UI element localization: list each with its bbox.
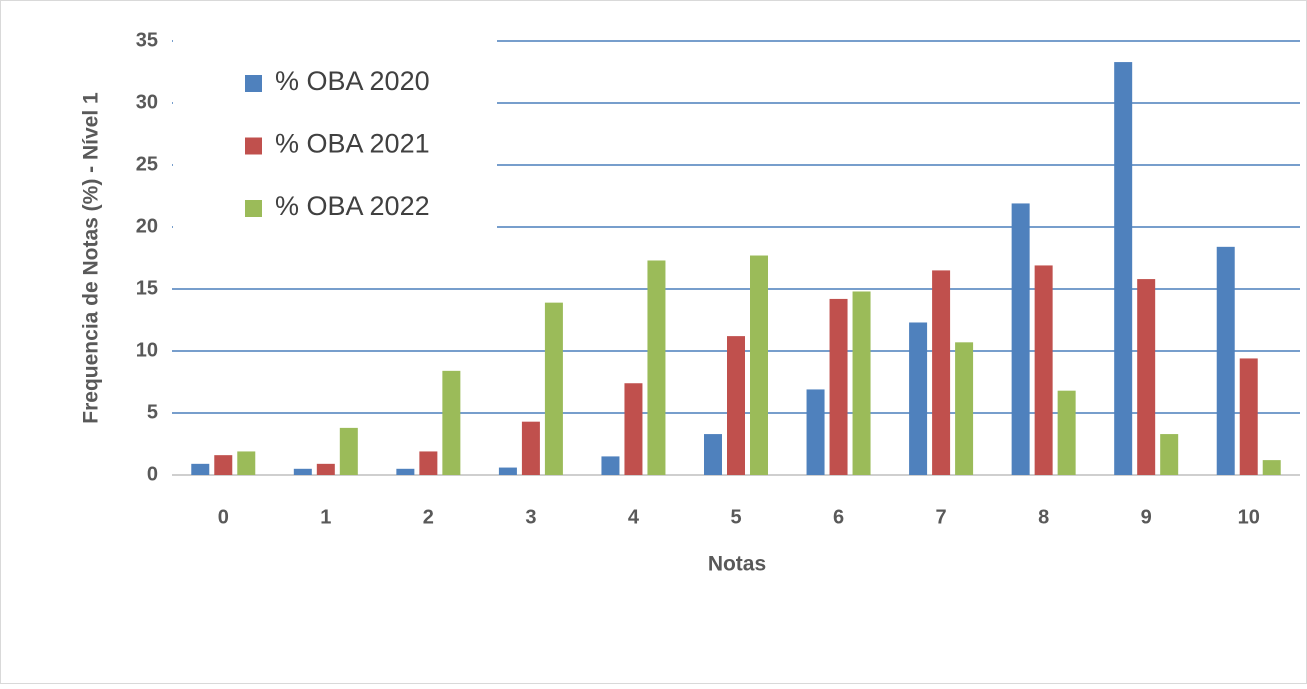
legend-label: % OBA 2020 (275, 66, 430, 96)
x-axis-title: Notas (708, 553, 766, 576)
bar (601, 456, 620, 475)
y-tick-label: 20 (136, 215, 158, 237)
bar (1137, 279, 1156, 475)
y-tick-label: 5 (147, 401, 158, 423)
bar (498, 467, 517, 475)
y-axis-title: Frequencia de Notas (%) - Nível 1 (80, 92, 103, 424)
x-tick-label: 3 (525, 506, 536, 528)
bar (727, 336, 745, 475)
y-tick-label: 0 (147, 463, 158, 485)
bar (909, 322, 928, 475)
bar (237, 451, 256, 475)
bar (806, 389, 825, 475)
x-tick-label: 5 (730, 506, 741, 528)
bar (1239, 358, 1258, 475)
bar (647, 260, 666, 475)
bar (316, 463, 335, 475)
bar (955, 342, 974, 475)
bar (1057, 390, 1076, 475)
bar (1216, 246, 1235, 475)
y-tick-label: 30 (136, 91, 158, 113)
bar (396, 468, 415, 475)
x-tick-label: 6 (833, 506, 844, 528)
bar (852, 291, 871, 475)
x-tick-label: 10 (1238, 506, 1260, 528)
bar (1114, 62, 1133, 476)
legend-label: % OBA 2022 (275, 191, 430, 221)
legend-box (173, 31, 497, 237)
bar (544, 302, 563, 475)
bar (1034, 265, 1053, 475)
bar (293, 468, 312, 475)
x-tick-label: 1 (320, 506, 331, 528)
legend-swatch (245, 137, 262, 155)
x-tick-label: 7 (936, 506, 947, 528)
bar (1262, 460, 1281, 475)
bar (1160, 434, 1179, 475)
bar (624, 383, 643, 475)
bar (521, 421, 540, 475)
x-tick-label: 4 (628, 506, 640, 528)
bar (419, 451, 438, 475)
y-tick-label: 15 (136, 277, 158, 299)
bar (214, 455, 233, 475)
bar (339, 427, 358, 475)
x-tick-label: 0 (218, 506, 229, 528)
legend-swatch (245, 75, 262, 92)
bar (191, 463, 210, 475)
bar (750, 255, 768, 475)
x-tick-label: 8 (1038, 506, 1049, 528)
bar (829, 298, 848, 475)
bar (442, 370, 461, 475)
y-tick-label: 25 (136, 153, 158, 175)
bar (1011, 203, 1030, 475)
bar (704, 434, 722, 475)
x-tick-label: 9 (1141, 506, 1152, 528)
y-tick-label: 35 (136, 29, 158, 51)
x-tick-label: 2 (423, 506, 434, 528)
y-tick-label: 10 (136, 339, 158, 361)
legend-label: % OBA 2021 (275, 129, 430, 159)
bar (932, 270, 951, 475)
legend-swatch (245, 200, 262, 217)
